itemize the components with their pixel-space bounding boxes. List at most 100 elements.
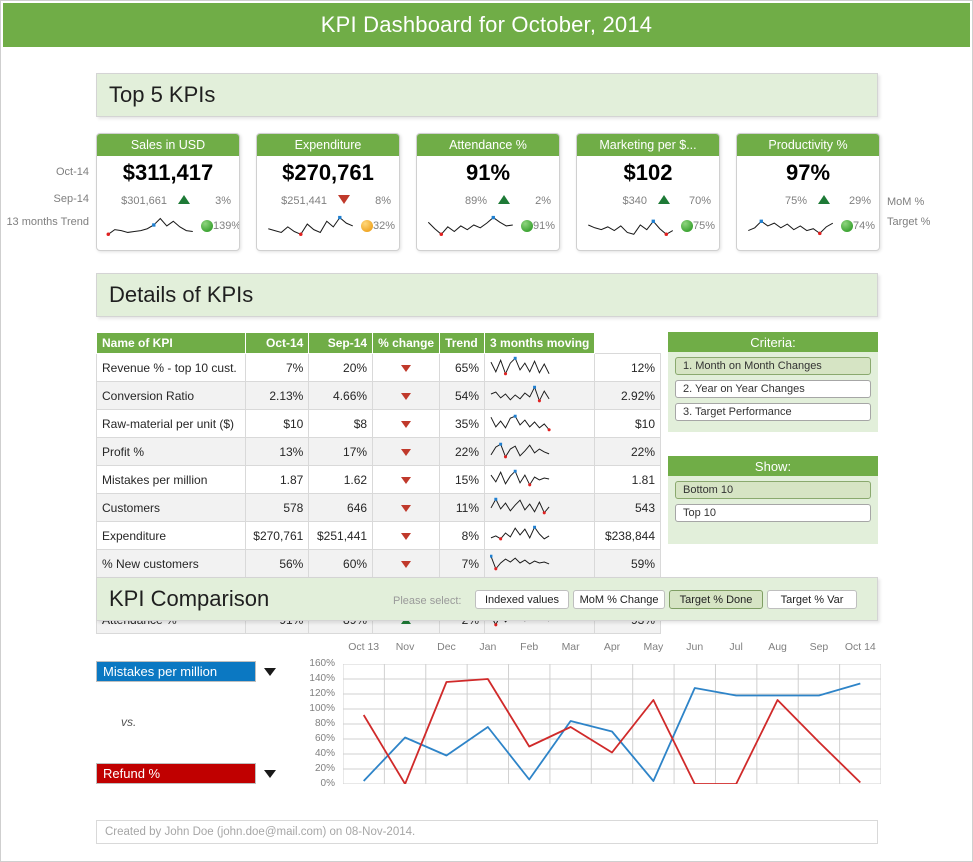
table-cell-kpi-name: Profit % <box>96 437 246 466</box>
section-header-top5: Top 5 KPIs <box>96 73 878 117</box>
status-badge <box>841 220 853 233</box>
table-cell-pct-change: 15% <box>439 465 486 494</box>
table-row[interactable]: Revenue % - top 10 cust. 7% 20% 65% 12% <box>96 353 661 382</box>
sparkline-icon <box>425 212 521 241</box>
table-cell-previous: 646 <box>308 493 374 522</box>
table-cell-moving-avg: 543 <box>594 493 661 522</box>
chart-x-tick: Aug <box>768 641 787 653</box>
kpi-card-mom-pct: 29% <box>848 195 871 207</box>
show-option[interactable]: Top 10 <box>675 504 871 522</box>
series-a-selector[interactable]: Mistakes per million <box>96 661 256 682</box>
arrow-down-icon <box>372 465 441 494</box>
kpi-card-title: Productivity % <box>737 134 879 156</box>
comparison-chart: 0% 20% 40% 60% 80% 100% 120% 140% 160% Oct 13 Nov… <box>301 641 881 791</box>
page-title-text: KPI Dashboard for October, 2014 <box>320 12 653 37</box>
footer: Created by John Doe (john.doe@mail.com) … <box>96 820 878 844</box>
kpi-card[interactable]: Marketing per $... $102 $340 70% 75% <box>576 133 720 251</box>
kpi-card[interactable]: Expenditure $270,761 $251,441 8% 32% <box>256 133 400 251</box>
table-cell-previous: 60% <box>308 549 374 578</box>
table-cell-current: 56% <box>244 549 310 578</box>
comparison-mode-button[interactable]: Target % Var <box>767 590 857 609</box>
chart-x-tick: Dec <box>437 641 456 653</box>
chart-y-tick: 160% <box>309 658 335 669</box>
table-row[interactable]: % New customers 56% 60% 7% 59% <box>96 549 661 578</box>
kpi-card-mom-pct: 8% <box>375 195 391 207</box>
series-b-selector[interactable]: Refund % <box>96 763 256 784</box>
kpi-card-trend-row: 139% <box>97 212 239 240</box>
table-cell-previous: 1.62 <box>308 465 374 494</box>
kpi-card-target-pct: 32% <box>373 220 396 232</box>
chart-y-tick: 80% <box>314 718 335 729</box>
show-title: Show: <box>668 456 878 476</box>
show-option[interactable]: Bottom 10 <box>675 481 871 499</box>
chart-y-tick: 60% <box>314 733 335 744</box>
table-row[interactable]: Customers 578 646 11% 543 <box>96 493 661 522</box>
status-badge <box>361 220 373 233</box>
chart-x-tick: May <box>643 641 664 653</box>
sparkline-icon <box>484 465 596 494</box>
table-cell-kpi-name: Mistakes per million <box>96 465 246 494</box>
table-cell-current: 2.13% <box>244 381 310 410</box>
table-row[interactable]: Raw-material per unit ($) $10 $8 35% $10 <box>96 409 661 438</box>
kpi-card-prev-row: $340 70% <box>577 190 719 212</box>
comparison-mode-button[interactable]: MoM % Change <box>573 590 665 609</box>
table-cell-kpi-name: Revenue % - top 10 cust. <box>96 353 246 382</box>
table-cell-current: 13% <box>244 437 310 466</box>
arrow-down-icon <box>372 493 441 522</box>
section-header-details: Details of KPIs <box>96 273 878 317</box>
page-title: KPI Dashboard for October, 2014 <box>3 3 970 47</box>
kpi-card-prev-value: $340 <box>622 195 647 207</box>
table-cell-current: 7% <box>244 353 310 382</box>
table-cell-current: 1.87 <box>244 465 310 494</box>
footer-text: Created by John Doe (john.doe@mail.com) … <box>105 826 416 838</box>
chart-y-tick: 100% <box>309 703 335 714</box>
sparkline-icon <box>484 493 596 522</box>
table-row[interactable]: Profit % 13% 17% 22% 22% <box>96 437 661 466</box>
table-cell-moving-avg: $10 <box>594 409 661 438</box>
chart-x-tick: Nov <box>395 641 415 653</box>
section-header-top5-label: Top 5 KPIs <box>109 82 216 107</box>
comparison-mode-button[interactable]: Indexed values <box>475 590 569 609</box>
table-cell-current: $10 <box>244 409 310 438</box>
kpi-card[interactable]: Attendance % 91% 89% 2% 91% <box>416 133 560 251</box>
series-b-dropdown-icon[interactable] <box>264 770 276 778</box>
table-cell-previous: 17% <box>308 437 374 466</box>
criteria-option[interactable]: 2. Year on Year Changes <box>675 380 871 398</box>
criteria-option[interactable]: 1. Month on Month Changes <box>675 357 871 375</box>
criteria-title: Criteria: <box>668 332 878 352</box>
kpi-card[interactable]: Sales in USD $311,417 $301,661 3% 139% <box>96 133 240 251</box>
kpi-card-mom-pct: 2% <box>535 195 551 207</box>
table-header-cell: % change <box>372 332 441 354</box>
kpi-card-value: $311,417 <box>122 160 214 185</box>
table-header-cell: 3 months moving <box>484 332 596 354</box>
arrow-down-icon <box>372 521 441 550</box>
sparkline-icon <box>105 212 201 241</box>
table-row[interactable]: Mistakes per million 1.87 1.62 15% 1.81 <box>96 465 661 494</box>
chart-y-tick: 120% <box>309 688 335 699</box>
kpi-card-prev-row: $251,441 8% <box>257 190 399 212</box>
kpi-card-trend-row: 74% <box>737 212 879 240</box>
table-row[interactable]: Conversion Ratio 2.13% 4.66% 54% 2.92% <box>96 381 661 410</box>
arrow-up-icon <box>653 195 675 207</box>
kpi-card-value: $102 <box>623 160 673 185</box>
comparison-mode-button[interactable]: Target % Done <box>669 590 763 609</box>
criteria-option[interactable]: 3. Target Performance <box>675 403 871 421</box>
table-cell-kpi-name: Expenditure <box>96 521 246 550</box>
kpi-card-title: Expenditure <box>257 134 399 156</box>
kpi-card-title: Attendance % <box>417 134 559 156</box>
table-row[interactable]: Expenditure $270,761 $251,441 8% $238,844 <box>96 521 661 550</box>
kpi-card-target-pct: 75% <box>693 220 716 232</box>
sparkline-icon <box>585 212 681 241</box>
table-header-cell: Oct-14 <box>244 332 310 354</box>
side-label-previous: Sep-14 <box>53 193 89 205</box>
side-label-current: Oct-14 <box>55 166 89 178</box>
chart-x-tick: Oct 13 <box>348 641 380 653</box>
chart-x-tick: Mar <box>561 641 580 653</box>
side-label-target: Target % <box>887 216 931 228</box>
series-a-label: Mistakes per million <box>103 664 218 679</box>
kpi-card[interactable]: Productivity % 97% 75% 29% 74% <box>736 133 880 251</box>
table-header-cell: Name of KPI <box>96 332 246 354</box>
series-a-dropdown-icon[interactable] <box>264 668 276 676</box>
kpi-card-target-pct: 91% <box>533 220 556 232</box>
